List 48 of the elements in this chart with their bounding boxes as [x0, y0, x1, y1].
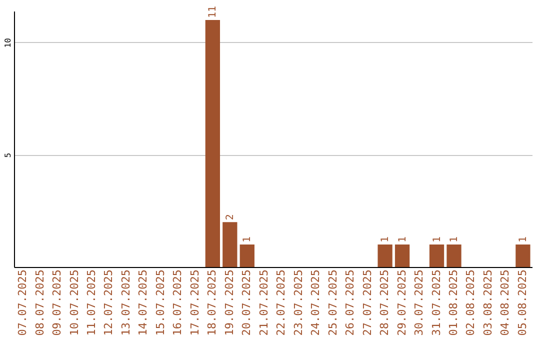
x-tick-label: 05.08.2025	[516, 270, 529, 336]
x-tick-label: 09.07.2025	[50, 270, 64, 336]
x-tick-label: 23.07.2025	[292, 270, 305, 336]
x-tick-label: 03.08.2025	[481, 270, 494, 336]
data-label: 1	[449, 236, 460, 243]
x-tick-label: 07.07.2025	[16, 270, 30, 336]
bar	[429, 244, 444, 267]
x-tick-label: 12.07.2025	[102, 270, 116, 336]
x-tick-label: 24.07.2025	[309, 270, 322, 336]
x-tick-label: 19.07.2025	[222, 270, 236, 336]
data-label: 1	[432, 236, 443, 243]
x-tick-label: 21.07.2025	[257, 270, 270, 336]
x-tick-label: 28.07.2025	[378, 270, 392, 336]
x-tick-label: 31.07.2025	[430, 270, 443, 336]
x-tick-label: 08.07.2025	[33, 270, 46, 336]
x-tick-label: 01.08.2025	[447, 270, 460, 336]
bar	[446, 244, 462, 267]
x-tick-label: 02.08.2025	[464, 270, 478, 336]
bar	[205, 20, 220, 267]
bar	[222, 222, 238, 267]
x-tick-label: 13.07.2025	[119, 270, 132, 336]
x-tick-label: 25.07.2025	[326, 270, 340, 336]
bar	[240, 244, 254, 267]
bar	[394, 244, 410, 267]
x-tick-label: 22.07.2025	[274, 270, 288, 336]
x-tick-label: 18.07.2025	[206, 270, 219, 336]
x-tick-label: 17.07.2025	[188, 270, 202, 336]
y-tick-label: 10	[4, 38, 12, 48]
y-tick-label: 5	[4, 152, 12, 158]
x-tick-label: 15.07.2025	[154, 270, 167, 336]
data-label: 1	[380, 236, 392, 243]
data-label: 1	[397, 236, 408, 243]
x-tick-label: 30.07.2025	[412, 270, 426, 336]
x-tick-label: 26.07.2025	[344, 270, 357, 336]
x-tick-label: 16.07.2025	[171, 270, 184, 336]
x-tick-label: 14.07.2025	[136, 270, 150, 336]
data-label: 11	[208, 6, 219, 18]
x-tick-label: 29.07.2025	[395, 270, 408, 336]
data-label: 1	[242, 236, 254, 243]
x-tick-label: 04.08.2025	[498, 270, 512, 336]
x-tick-label: 10.07.2025	[68, 270, 81, 336]
x-tick-label: 20.07.2025	[240, 270, 254, 336]
bar	[516, 244, 530, 267]
bar	[378, 244, 392, 267]
data-label: 2	[224, 214, 236, 220]
data-label: 1	[518, 236, 529, 243]
x-tick-label: 11.07.2025	[85, 270, 98, 336]
x-tick-label: 27.07.2025	[360, 270, 374, 336]
